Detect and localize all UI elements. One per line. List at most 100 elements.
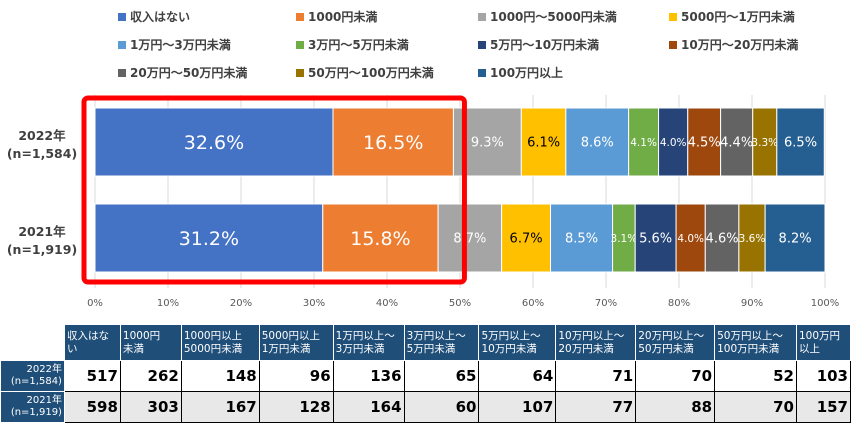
data-label: 32.6% xyxy=(184,132,244,154)
data-label: 5.6% xyxy=(639,232,672,247)
table-cell: 70 xyxy=(714,391,797,423)
data-label: 4.4% xyxy=(720,136,753,151)
bar-segment xyxy=(565,107,630,177)
legend-swatch xyxy=(669,40,677,49)
table-column-header: 収入はない xyxy=(63,324,121,361)
bar-segment xyxy=(322,203,439,273)
legend-item: 収入はない xyxy=(118,8,190,25)
legend-item: 20万円～50万円未満 xyxy=(118,64,247,81)
x-tick-label: 90% xyxy=(741,298,763,309)
legend-swatch xyxy=(478,68,486,77)
stacked-bar-chart: 0% 10% 20% 30% 40% 50% 60% 70% 80% 90% 100% 32.6% 16… xyxy=(7,95,840,309)
legend-item: 1万円～3万円未満 xyxy=(118,36,231,53)
table-cell: 164 xyxy=(332,391,405,423)
bar-segment xyxy=(704,203,740,273)
bar-segment xyxy=(738,203,766,273)
bar-segment xyxy=(752,107,778,177)
legend-item: 3万円～5万円未満 xyxy=(296,36,409,53)
highlight-box xyxy=(81,95,467,285)
table-row-header: 2021年 (n=1,919) xyxy=(0,391,65,423)
bar-segment xyxy=(550,203,614,273)
x-tick-label: 0% xyxy=(87,298,103,309)
table-corner xyxy=(0,324,65,361)
bar-segment xyxy=(776,107,825,177)
table-row-header: 2022年 (n=1,584) xyxy=(0,360,65,392)
table-cell: 107 xyxy=(478,391,557,423)
category-label: 2021年 xyxy=(18,224,66,239)
legend-item: 1000円～5000円未満 xyxy=(478,8,617,25)
table-body: 2022年 (n=1,584) 517 262 148 96 136 65 64 71 70 52 1… xyxy=(0,360,851,423)
table-cell: 52 xyxy=(714,360,797,392)
category-label: (n=1,919) xyxy=(7,242,77,257)
bar-segment xyxy=(687,107,722,177)
legend-item: 10万円～20万円未満 xyxy=(669,36,798,53)
data-label: 9.3% xyxy=(471,136,504,151)
legend-swatch xyxy=(478,12,486,21)
table-cell: 64 xyxy=(478,360,557,392)
table-cell: 60 xyxy=(403,391,480,423)
legend-swatch xyxy=(478,40,486,49)
data-label: 15.8% xyxy=(350,228,410,250)
legend-label: 3万円～5万円未満 xyxy=(308,38,409,52)
table-cell: 70 xyxy=(635,360,716,392)
legend-swatch xyxy=(118,12,126,21)
table-column-header: 5万円以上～ 10万円未満 xyxy=(478,324,557,361)
bar-segment xyxy=(658,107,689,177)
x-tick-label: 20% xyxy=(230,298,252,309)
table-row: 2021年 (n=1,919) 598 303 167 128 164 60 107 77 88 7… xyxy=(0,391,851,423)
data-label: 3.1% xyxy=(611,233,638,245)
table-column-header: 20万円以上～ 50万円未満 xyxy=(635,324,716,361)
bar-segment xyxy=(764,203,826,273)
legend-label: 50万円～100万円未満 xyxy=(308,66,434,80)
legend-label: 1万円～3万円未満 xyxy=(130,38,231,52)
table-cell: 157 xyxy=(795,391,851,423)
x-tick-label: 50% xyxy=(449,298,471,309)
legend-swatch xyxy=(296,12,304,21)
category-label: 2022年 xyxy=(18,128,66,143)
table-cell: 262 xyxy=(119,360,182,392)
data-label: 8.2% xyxy=(779,232,812,247)
table-column-header: 1000円以上 5000円未満 xyxy=(180,324,260,361)
table-column-header: 1万円以上～ 3万円未満 xyxy=(332,324,405,361)
table-cell: 71 xyxy=(555,360,637,392)
data-table: 収入はない 1000円 未満 1000円以上 5000円未満 5000円以上 1万円未… xyxy=(0,324,851,423)
data-label: 6.7% xyxy=(510,232,543,247)
table-header-row: 収入はない 1000円 未満 1000円以上 5000円未満 5000円以上 1万円未… xyxy=(0,324,851,361)
data-label: 4.0% xyxy=(660,137,687,149)
legend-item: 100万円以上 xyxy=(478,64,563,81)
x-tick-label: 100% xyxy=(811,298,840,309)
legend-item: 5000円～1万円未満 xyxy=(669,8,795,25)
legend-label: 100万円以上 xyxy=(490,66,564,80)
legend-swatch xyxy=(118,40,126,49)
x-tick-label: 30% xyxy=(303,298,325,309)
category-label: (n=1,584) xyxy=(7,146,77,161)
legend-label: 1000円未満 xyxy=(308,10,378,24)
table-cell: 88 xyxy=(635,391,716,423)
table-cell: 136 xyxy=(332,360,405,392)
data-label: 4.5% xyxy=(688,136,721,151)
data-label: 6.1% xyxy=(527,136,560,151)
bar-segment xyxy=(94,203,324,273)
data-label: 8.5% xyxy=(565,232,598,247)
bar-segment xyxy=(675,203,706,273)
table-cell: 598 xyxy=(63,391,121,423)
x-tick-label: 40% xyxy=(376,298,398,309)
bar-segment xyxy=(437,203,503,273)
data-label: 4.6% xyxy=(706,232,739,247)
table-cell: 128 xyxy=(258,391,334,423)
table-cell: 167 xyxy=(180,391,260,423)
legend-label: 5万円～10万円未満 xyxy=(490,38,600,52)
table-cell: 77 xyxy=(555,391,637,423)
legend-label: 1000円～5000円未満 xyxy=(490,10,617,24)
data-label: 16.5% xyxy=(363,132,423,154)
legend-item: 1000円未満 xyxy=(296,8,377,25)
legend-label: 20万円～50万円未満 xyxy=(130,66,248,80)
table-column-header: 5000円以上 1万円未満 xyxy=(258,324,334,361)
data-label: 3.3% xyxy=(751,137,778,149)
legend-swatch xyxy=(669,12,677,21)
legend-swatch xyxy=(296,68,304,77)
legend-item: 50万円～100万円未満 xyxy=(296,64,434,81)
legend-label: 収入はない xyxy=(130,10,191,24)
table-cell: 103 xyxy=(795,360,851,392)
table-cell: 303 xyxy=(119,391,182,423)
